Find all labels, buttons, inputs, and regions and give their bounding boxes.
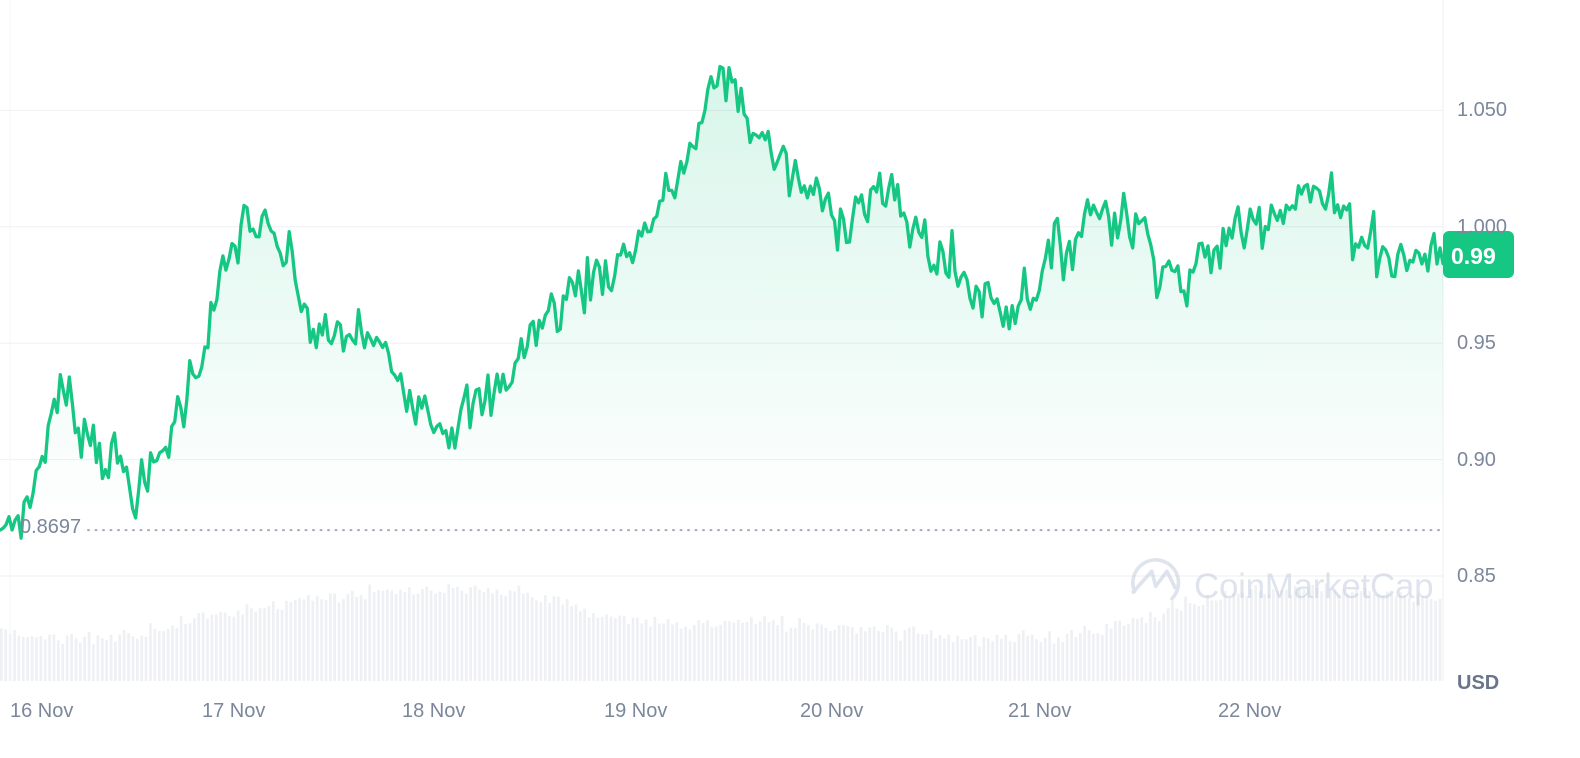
svg-text:CoinMarketCap: CoinMarketCap: [1194, 567, 1433, 606]
svg-text:0.99: 0.99: [1451, 243, 1496, 269]
